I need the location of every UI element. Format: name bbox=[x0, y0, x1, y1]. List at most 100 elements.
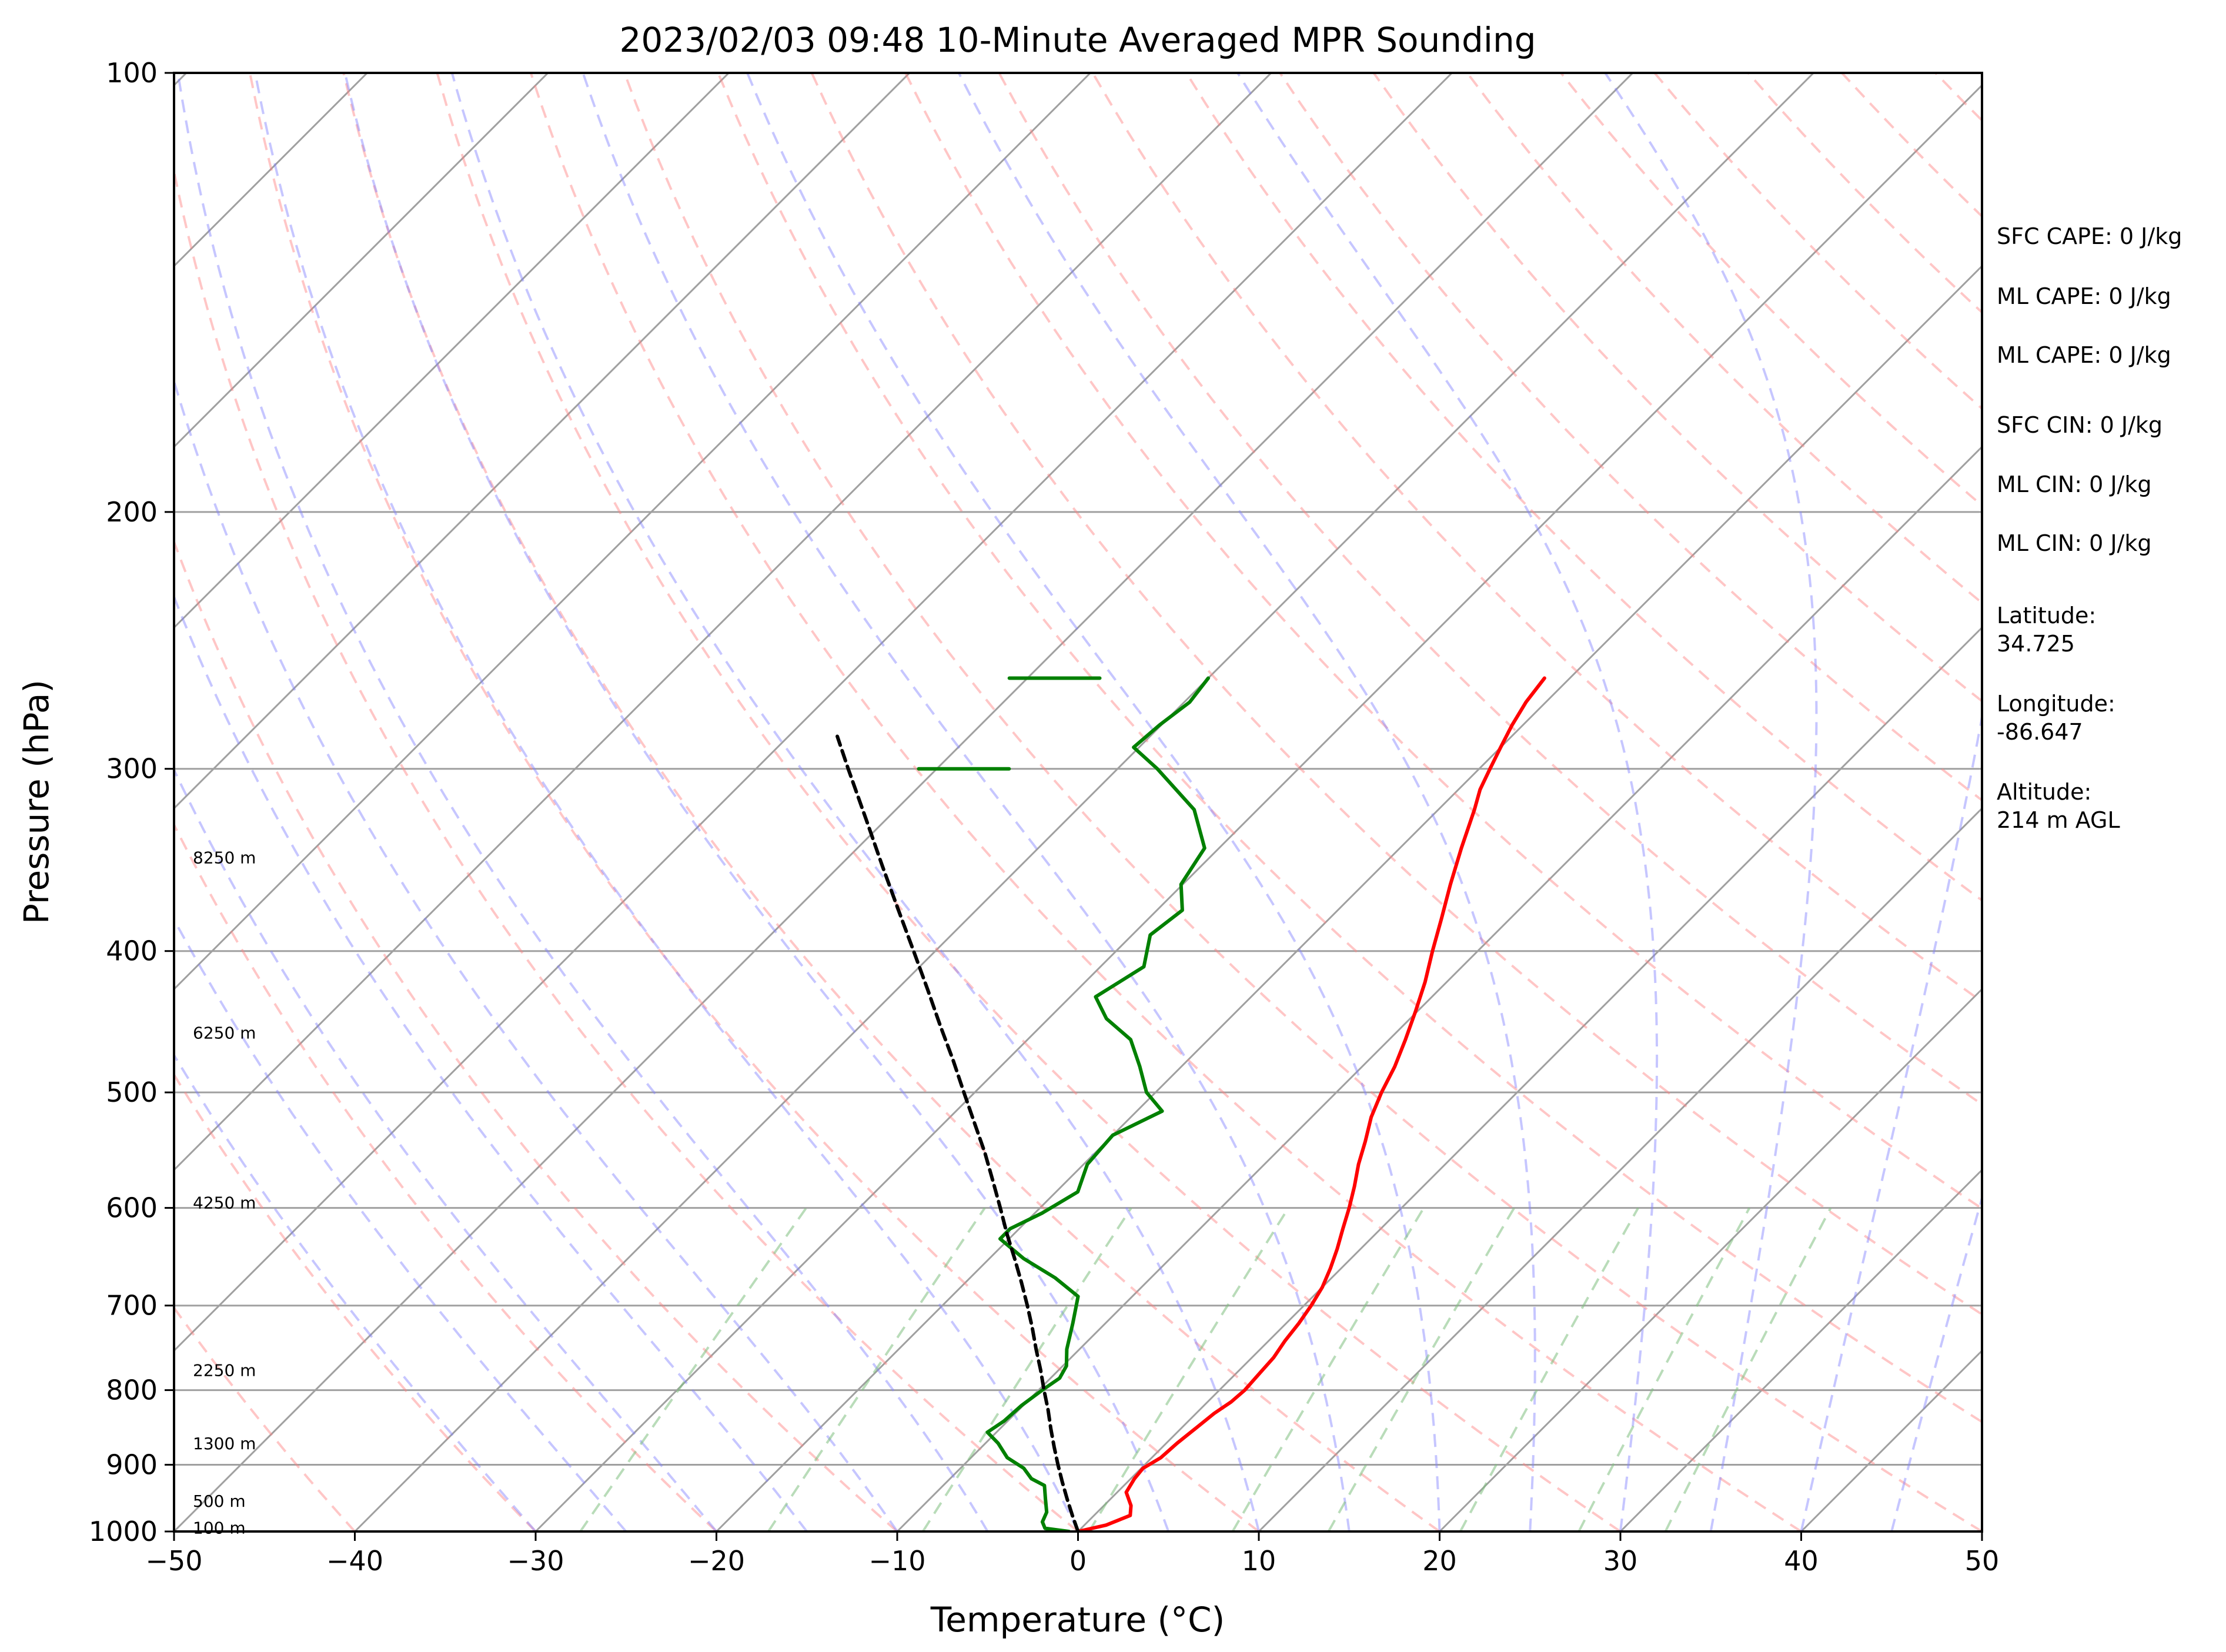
isotherm-line bbox=[174, 73, 1453, 1352]
dry-adiabat-line bbox=[623, 73, 1982, 1531]
y-tick-label: 600 bbox=[106, 1192, 158, 1224]
height-label: 100 m bbox=[193, 1519, 246, 1538]
isotherm-line bbox=[1619, 1168, 1982, 1531]
moist-adiabat-line bbox=[581, 73, 1351, 1531]
dry-adiabat-line bbox=[904, 73, 1982, 1210]
y-tick-label: 500 bbox=[106, 1076, 158, 1108]
moist-adiabat-line bbox=[174, 593, 808, 1531]
ml-cape-text-2: ML CAPE: 0 J/kg bbox=[1997, 342, 2171, 368]
isotherm-line bbox=[716, 265, 1982, 1531]
moist-adiabat-line bbox=[1604, 73, 1818, 1531]
plot-area bbox=[174, 73, 1982, 1531]
height-label: 6250 m bbox=[193, 1024, 256, 1043]
ml-cin-text-2: ML CIN: 0 J/kg bbox=[1997, 530, 2151, 556]
dry-adiabat-line bbox=[436, 73, 1622, 1531]
y-tick-label: 300 bbox=[106, 753, 158, 785]
mixing-ratio-line bbox=[1664, 1207, 1832, 1531]
x-tick-label: −20 bbox=[688, 1545, 745, 1577]
mixing-ratio-line bbox=[1577, 1207, 1751, 1531]
y-tick-label: 1000 bbox=[89, 1516, 158, 1547]
isotherm-line bbox=[1258, 807, 1982, 1531]
chart-title: 2023/02/03 09:48 10-Minute Averaged MPR … bbox=[619, 20, 1536, 60]
mixing-ratio-line bbox=[767, 1207, 986, 1531]
x-tick-label: 10 bbox=[1242, 1545, 1276, 1577]
moist-adiabat-line bbox=[174, 377, 898, 1531]
x-tick-label: −40 bbox=[326, 1545, 383, 1577]
dry-adiabat-line bbox=[174, 822, 717, 1531]
dry-adiabat-line bbox=[529, 73, 1802, 1531]
isotherm-line bbox=[174, 73, 730, 629]
dry-adiabat-line bbox=[174, 539, 898, 1531]
isotherm-line bbox=[534, 83, 1982, 1531]
altitude-value: 214 m AGL bbox=[1997, 807, 2120, 833]
longitude-label: Longitude: bbox=[1997, 691, 2115, 717]
moist-adiabat-line bbox=[746, 73, 1441, 1531]
longitude-value: -86.647 bbox=[1997, 719, 2083, 745]
mixing-ratio-line bbox=[579, 1207, 807, 1531]
x-tick-label: 40 bbox=[1784, 1545, 1819, 1577]
moist-adiabat-line bbox=[450, 73, 1260, 1531]
y-axis-title: Pressure (hPa) bbox=[16, 680, 56, 924]
x-tick-label: −50 bbox=[145, 1545, 202, 1577]
isotherm-line bbox=[896, 445, 1982, 1531]
mixing-ratio-line bbox=[921, 1207, 1132, 1531]
y-tick-label: 100 bbox=[106, 57, 158, 89]
sounding-profiles bbox=[835, 676, 1546, 1531]
mixing-ratio-line bbox=[1327, 1207, 1516, 1531]
x-tick-label: 0 bbox=[1069, 1545, 1087, 1577]
mixing-ratio-lines bbox=[579, 1207, 1832, 1531]
moist-adiabat-line bbox=[174, 767, 718, 1531]
dry-adiabat-line bbox=[174, 1072, 537, 1531]
moist-adiabat-line bbox=[174, 1052, 537, 1531]
dry-adiabats bbox=[174, 73, 1982, 1531]
dry-adiabat-line bbox=[717, 73, 1982, 1423]
isotherm-line bbox=[1439, 988, 1982, 1531]
moist-adiabat-line bbox=[254, 73, 1079, 1531]
isotherms bbox=[174, 73, 1982, 1531]
dry-adiabat-line bbox=[174, 166, 1079, 1531]
moist-adiabat-line bbox=[1800, 710, 1982, 1531]
dry-adiabat-line bbox=[342, 73, 1440, 1531]
isotherm-line bbox=[174, 73, 549, 449]
isotherm-line bbox=[174, 73, 1091, 991]
height-label: 8250 m bbox=[193, 848, 256, 867]
dry-adiabat-line bbox=[1091, 73, 1982, 1004]
sfc-cin-text: SFC CIN: 0 J/kg bbox=[1997, 412, 2163, 438]
x-tick-label: 50 bbox=[1965, 1545, 2000, 1577]
x-axis: −50 −40 −30 −20 −10 0 10 20 30 40 50 bbox=[145, 1531, 1999, 1577]
mixing-ratio-line bbox=[1088, 1207, 1290, 1531]
isotherm-line bbox=[174, 73, 1272, 1172]
dry-adiabat-line bbox=[174, 1306, 356, 1531]
ml-cin-text: ML CIN: 0 J/kg bbox=[1997, 471, 2151, 497]
mixing-ratio-line bbox=[1459, 1207, 1639, 1531]
y-tick-label: 800 bbox=[106, 1375, 158, 1406]
height-label: 4250 m bbox=[193, 1193, 256, 1213]
parcel-profile bbox=[835, 734, 1080, 1531]
side-panel: SFC CAPE: 0 J/kg ML CAPE: 0 J/kg ML CAPE… bbox=[1997, 223, 2182, 833]
latitude-value: 34.725 bbox=[1997, 631, 2075, 657]
sfc-cape-text: SFC CAPE: 0 J/kg bbox=[1997, 223, 2182, 249]
dry-adiabat-line bbox=[810, 73, 1982, 1316]
latitude-label: Latitude: bbox=[1997, 603, 2096, 628]
dry-adiabat-line bbox=[998, 73, 1982, 1106]
dry-adiabat-line bbox=[249, 73, 1260, 1531]
moist-adiabat-line bbox=[343, 73, 1170, 1531]
x-tick-label: −10 bbox=[868, 1545, 925, 1577]
isotherm-line bbox=[354, 73, 1814, 1531]
moist-adiabat-line bbox=[957, 73, 1536, 1531]
height-labels: 8250 m 6250 m 4250 m 2250 m 1300 m 500 m 100 m bbox=[193, 848, 256, 1537]
isotherm-line bbox=[174, 73, 1634, 1531]
height-label: 1300 m bbox=[193, 1434, 256, 1453]
y-tick-label: 900 bbox=[106, 1449, 158, 1480]
x-tick-label: 20 bbox=[1422, 1545, 1457, 1577]
moist-adiabat-line bbox=[1890, 1193, 1982, 1531]
altitude-label: Altitude: bbox=[1997, 779, 2091, 805]
y-tick-label: 200 bbox=[106, 496, 158, 528]
x-axis-title: Temperature (°C) bbox=[930, 1600, 1225, 1640]
height-label: 2250 m bbox=[193, 1360, 256, 1380]
isotherm-line bbox=[174, 73, 911, 810]
dry-adiabat-line bbox=[1372, 73, 1982, 703]
moist-adiabats bbox=[174, 73, 1982, 1531]
